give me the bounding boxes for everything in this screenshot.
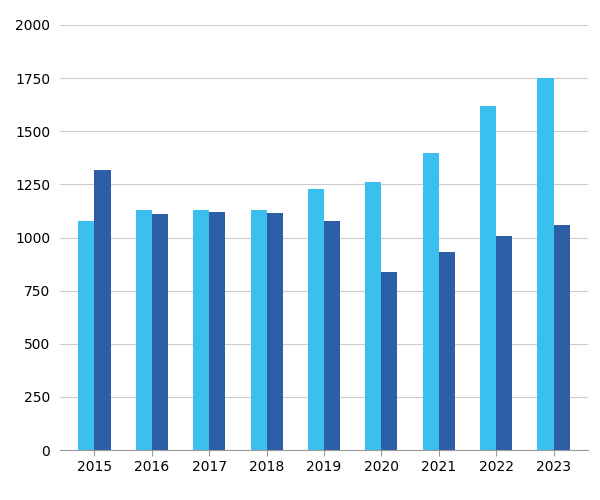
- Bar: [193, 210, 209, 450]
- Bar: [439, 252, 455, 450]
- Bar: [209, 212, 225, 450]
- Bar: [538, 78, 554, 450]
- Bar: [423, 152, 439, 450]
- Bar: [79, 220, 94, 450]
- Bar: [251, 210, 266, 450]
- Bar: [152, 214, 168, 450]
- Bar: [136, 210, 152, 450]
- Bar: [480, 106, 496, 450]
- Bar: [554, 225, 569, 450]
- Bar: [308, 188, 324, 450]
- Bar: [266, 213, 283, 450]
- Bar: [382, 272, 397, 450]
- Bar: [94, 170, 110, 450]
- Bar: [365, 182, 382, 450]
- Bar: [496, 236, 512, 450]
- Bar: [324, 220, 340, 450]
